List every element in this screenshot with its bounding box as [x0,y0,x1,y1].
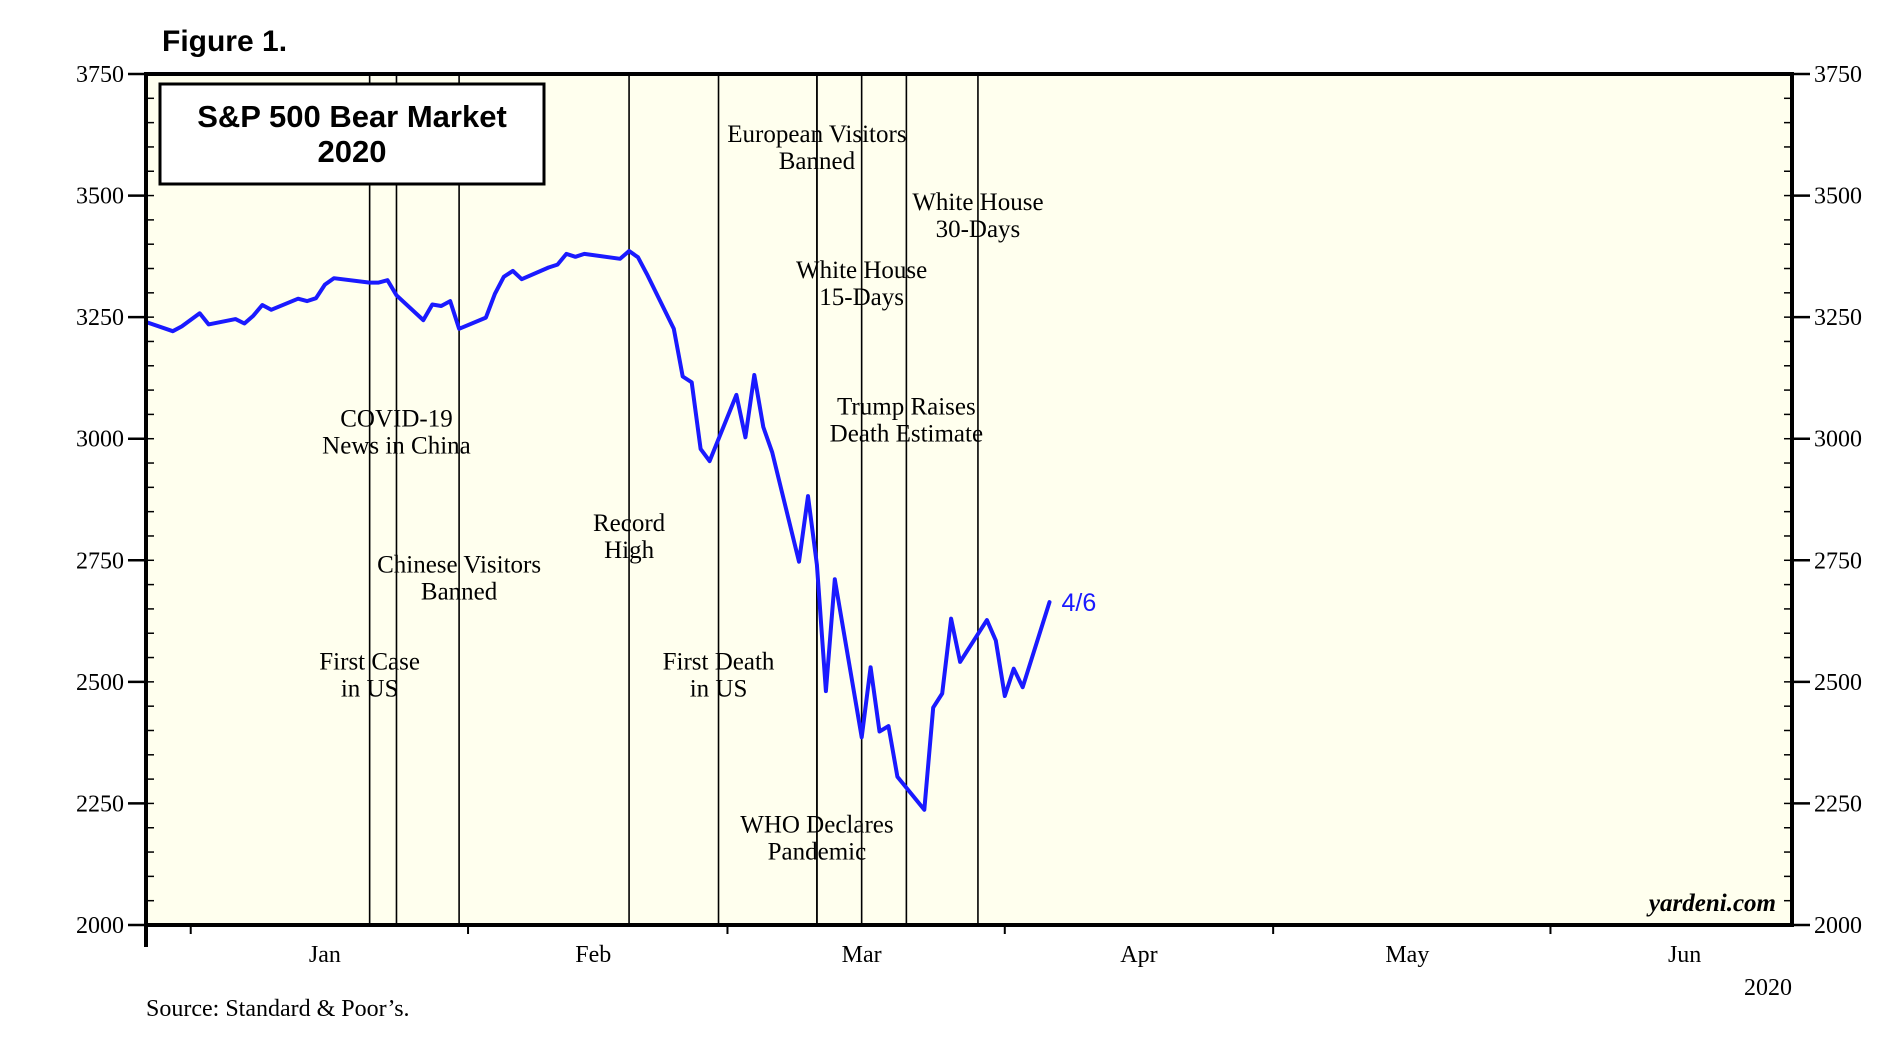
x-tick-label: Jun [1668,942,1701,968]
event-label-line: First Case [319,649,420,676]
y-tick-label-right: 3500 [1814,184,1862,210]
event-label-line: White House [796,257,927,284]
source-note: Source: Standard & Poor’s. [146,996,410,1022]
title-box-frame [158,82,546,186]
event-label-line: in US [690,676,748,703]
chart-subtitle: 2020 [318,134,387,169]
event-label-line: in US [341,676,399,703]
y-tick-label-right: 2250 [1814,791,1862,817]
y-tick-label-left: 3500 [76,184,124,210]
y-tick-label-right: 3750 [1814,62,1862,88]
y-tick-label-left: 2000 [76,913,124,939]
event-label: White House 15-Days [796,257,927,311]
plot-frame [144,72,1794,927]
event-label-line: Death Estimate [830,420,983,447]
event-label-line: News in China [322,433,471,460]
event-label: First Case in US [319,649,420,703]
y-tick-label-right: 2500 [1814,670,1862,696]
event-label-line: WHO Declares [740,812,893,839]
y-tick-label-left: 2750 [76,548,124,574]
y-tick-label-right: 2750 [1814,548,1862,574]
event-label-line: COVID-19 [340,406,453,433]
event-label-line: 30-Days [936,216,1021,243]
x-tick-label: Jan [309,942,341,968]
event-label-line: High [604,537,655,564]
plot-area [146,74,1792,925]
event-label-line: Record [593,510,666,537]
series-layer: 4/6 [144,249,1097,812]
x-tick-label: Mar [842,942,882,968]
last-point-label: 4/6 [1062,589,1097,617]
y-tick-label-right: 2000 [1814,913,1862,939]
y-tick-label-right: 3250 [1814,305,1862,331]
chart-title-box: S&P 500 Bear Market 2020 [158,82,546,186]
x-tick-label: Apr [1120,942,1157,968]
event-label: White House 30-Days [912,189,1043,243]
event-label-line: Banned [421,578,498,605]
y-tick-label-left: 3250 [76,305,124,331]
event-label: WHO Declares Pandemic [740,812,893,866]
event-label-line: Pandemic [768,839,867,866]
y-tick-label-left: 2500 [76,670,124,696]
chart-title: S&P 500 Bear Market [197,99,507,134]
axes: 2000 2000 2250 2250 2500 2500 2750 2750 3000 3000… [76,62,1862,1001]
x-tick-label: May [1385,942,1429,968]
event-label: First Death in US [663,649,775,703]
event-label: COVID-19 News in China [322,406,471,460]
event-label-line: Trump Raises [837,393,976,420]
watermark: yardeni.com [1646,890,1776,917]
event-label-line: Chinese Visitors [377,551,541,578]
event-label-line: 15-Days [819,284,904,311]
y-tick-label-left: 3750 [76,62,124,88]
figure-label: Figure 1. [162,25,287,58]
event-label: Record High [593,510,666,564]
event-label-line: First Death [663,649,775,676]
series-line [144,249,1052,812]
y-tick-label-right: 3000 [1814,427,1862,453]
x-year-label: 2020 [1744,975,1792,1001]
event-label: Trump Raises Death Estimate [830,393,983,447]
y-tick-label-left: 2250 [76,791,124,817]
y-tick-label-left: 3000 [76,427,124,453]
x-tick-label: Feb [575,942,611,968]
event-label-line: White House [912,189,1043,216]
event-label: Chinese Visitors Banned [377,551,541,605]
